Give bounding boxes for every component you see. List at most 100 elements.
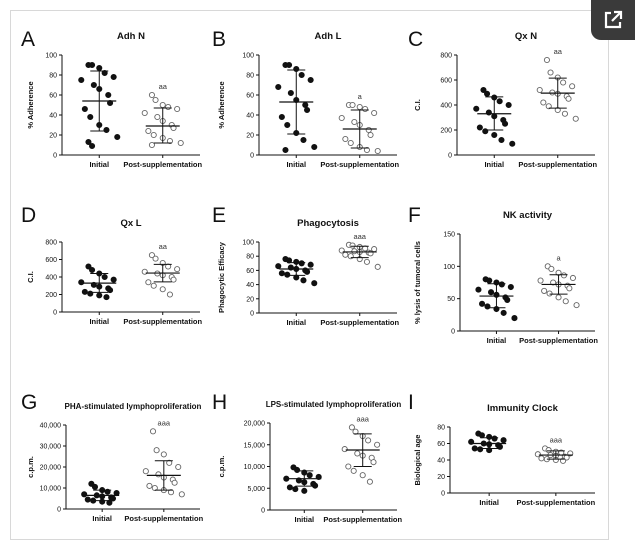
y-axis-label: % Adherence — [217, 81, 226, 128]
y-tick-label: 20,000 — [244, 421, 266, 428]
data-point-initial — [500, 309, 507, 316]
significance-label: aaa — [353, 232, 366, 241]
y-tick-label: 800 — [440, 53, 452, 60]
y-axis-label: % lysis of tumoral cells — [413, 241, 422, 324]
x-tick-label: Post-supplementation — [123, 160, 202, 169]
x-tick-label: Post-supplementation — [519, 336, 598, 345]
data-point-post — [148, 141, 155, 149]
data-point-post — [150, 131, 157, 139]
data-point-post — [566, 285, 573, 292]
x-tick-label: Initial — [92, 514, 112, 523]
data-point-initial — [504, 296, 511, 304]
data-point-initial — [89, 142, 96, 150]
data-point-initial — [78, 279, 85, 286]
panel-a: A Adh N 0 20 40 60 80 100 % Adherence Initial Post… — [21, 28, 203, 169]
y-tick-label: 100 — [242, 53, 254, 60]
data-point-post — [348, 424, 355, 431]
y-tick-label: 20,000 — [40, 465, 62, 472]
y-tick-label: 400 — [45, 275, 57, 282]
y-tick-label: 20 — [49, 133, 57, 140]
data-point-post — [562, 298, 569, 305]
y-tick-label: 20 — [246, 133, 254, 140]
data-point-post — [148, 91, 155, 99]
y-axis-label: % Adherence — [26, 81, 35, 128]
data-point-post — [166, 291, 173, 298]
data-point-initial — [90, 81, 97, 89]
data-point-initial — [278, 270, 285, 277]
data-point-post — [341, 446, 348, 453]
y-axis-label: c.p.m. — [26, 456, 35, 478]
y-tick-label: 80 — [246, 73, 254, 80]
y-tick-label: 10,000 — [244, 464, 266, 471]
y-tick-label: 200 — [45, 292, 57, 299]
y-tick-label: 20 — [246, 296, 254, 303]
data-point-post — [363, 258, 370, 265]
data-point-initial — [87, 290, 94, 297]
data-point-post — [359, 472, 366, 479]
data-point-initial — [480, 86, 487, 94]
data-point-post — [354, 450, 361, 457]
chart-title: Qx N — [515, 31, 537, 42]
panel-letter: B — [212, 28, 226, 51]
data-point-post — [550, 279, 557, 286]
data-point-post — [565, 95, 572, 102]
data-point-initial — [482, 128, 489, 135]
y-axis-label: Phagocytic Efficacy — [217, 241, 226, 313]
data-point-post — [545, 447, 552, 454]
data-point-initial — [298, 71, 305, 79]
y-axis-label: Biological age — [413, 435, 422, 486]
y-tick-label: 40 — [437, 458, 445, 465]
panel-f: F NK activity 0 50 100 150 % lysis of tumoral … — [408, 204, 598, 345]
panel-b: B Adh L 0 20 40 60 80 100 % Adherence Initial Post… — [212, 28, 400, 169]
x-tick-label: Initial — [484, 160, 504, 169]
y-tick-label: 800 — [45, 240, 57, 247]
significance-label: a — [556, 253, 561, 262]
y-tick-label: 40,000 — [40, 423, 62, 430]
data-point-initial — [306, 472, 313, 479]
data-point-initial — [478, 432, 486, 439]
data-point-post — [560, 272, 568, 279]
y-tick-label: 200 — [440, 128, 452, 135]
data-point-initial — [478, 300, 486, 307]
data-point-post — [342, 135, 349, 143]
x-tick-label: Post-supplementation — [124, 514, 203, 523]
data-point-initial — [500, 437, 507, 444]
y-tick-label: 40 — [246, 282, 254, 289]
data-point-initial — [300, 136, 307, 144]
data-point-initial — [78, 76, 85, 84]
data-point-post — [546, 290, 553, 297]
y-tick-label: 0 — [53, 310, 57, 317]
data-point-post — [538, 455, 545, 462]
data-point-post — [145, 127, 152, 135]
data-point-post — [166, 459, 173, 466]
data-point-post — [152, 255, 159, 262]
data-point-initial — [85, 138, 92, 146]
data-point-initial — [307, 76, 314, 84]
open-external-button[interactable] — [591, 0, 635, 40]
y-tick-label: 80 — [246, 254, 254, 261]
y-tick-label: 15,000 — [244, 442, 266, 449]
significance-label: a — [358, 92, 363, 101]
data-point-initial — [81, 288, 88, 295]
data-point-initial — [298, 260, 305, 267]
data-point-post — [148, 252, 155, 259]
data-point-post — [174, 266, 181, 273]
data-point-post — [569, 274, 577, 282]
data-point-initial — [81, 491, 88, 498]
data-point-initial — [471, 445, 478, 452]
data-point-initial — [491, 435, 498, 442]
data-point-initial — [505, 101, 512, 109]
y-axis-label: C.I. — [413, 99, 422, 111]
data-point-initial — [302, 101, 309, 109]
data-point-post — [367, 131, 374, 139]
panel-d: D Qx L 0 200 400 600 800 C.I. Initial Post-supple… — [21, 204, 203, 326]
y-tick-label: 0 — [250, 311, 254, 318]
y-tick-label: 150 — [443, 232, 455, 239]
data-point-initial — [96, 64, 103, 72]
data-point-post — [165, 103, 172, 111]
data-point-post — [159, 101, 166, 109]
data-point-initial — [477, 446, 484, 453]
data-point-post — [146, 482, 153, 489]
y-tick-label: 100 — [242, 240, 254, 247]
significance-label: aa — [159, 82, 168, 91]
